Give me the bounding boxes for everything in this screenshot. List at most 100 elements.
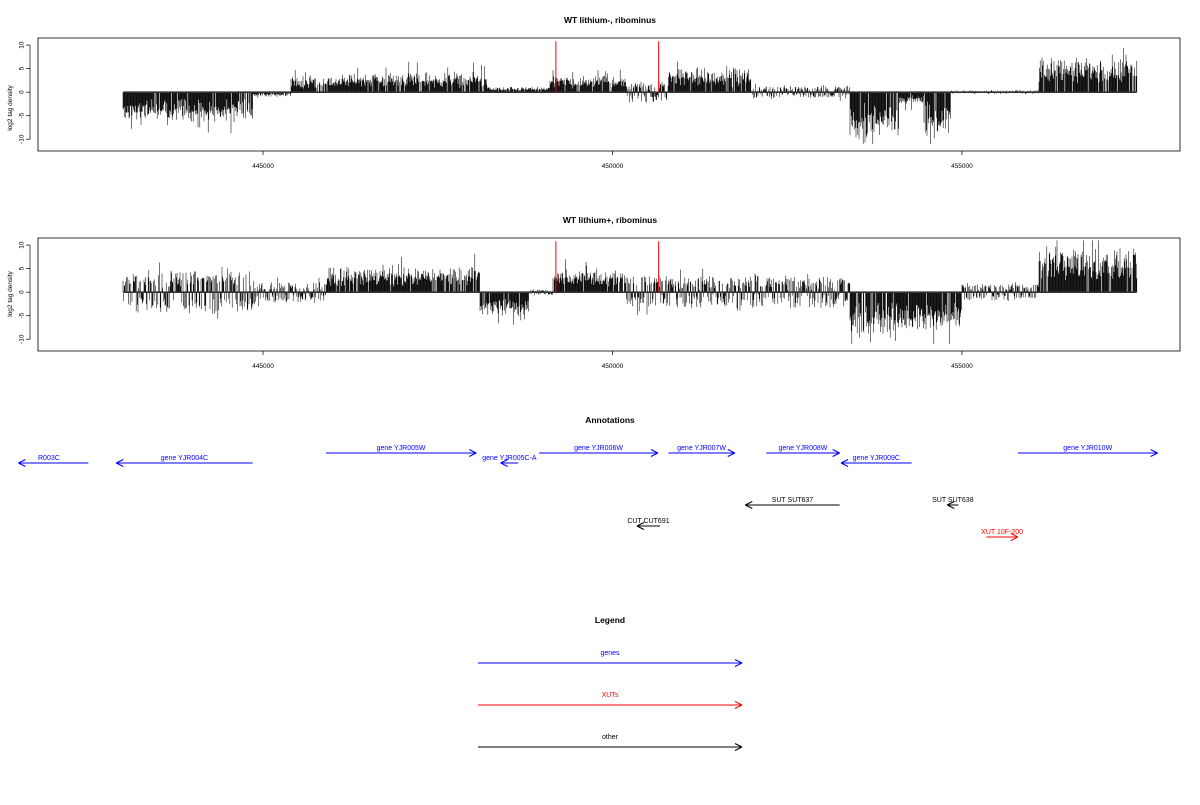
track-title: WT lithium-, ribominus: [564, 15, 656, 25]
x-tick-label: 450000: [602, 363, 624, 370]
feature-gene-yjr005w: gene YJR005W: [325, 445, 477, 457]
arrow-head: [18, 462, 26, 467]
x-tick-label: 455000: [951, 163, 973, 170]
arrow-head: [832, 452, 840, 457]
arrow-head: [1010, 533, 1019, 538]
y-tick-label: 0: [19, 90, 26, 94]
arrow-head: [734, 659, 743, 664]
arrow-head: [650, 452, 659, 457]
arrow-head: [116, 462, 124, 467]
y-tick-label: 5: [19, 266, 26, 270]
feature-label: gene YJR007W: [677, 445, 726, 452]
legend-item-genes: genes: [478, 650, 743, 667]
feature-label: gene YJR008W: [778, 445, 827, 452]
feature-label: gene YJR006W: [574, 445, 623, 452]
y-tick-label: 5: [19, 66, 26, 70]
legend-item-other: other: [478, 734, 743, 751]
arrow-head: [727, 452, 736, 457]
arrow-head: [650, 449, 659, 454]
feature-label: CUT CUT691: [627, 518, 669, 525]
arrow-head: [734, 746, 743, 751]
y-tick-label: -10: [19, 134, 26, 144]
feature-xut-10f-200: XUT 10F-200: [981, 529, 1023, 541]
arrow-head: [734, 701, 743, 706]
arrow-head: [500, 459, 508, 464]
arrow-head: [727, 449, 736, 454]
feature-gene-yjr008w: gene YJR008W: [766, 445, 840, 457]
arrow-head: [947, 504, 955, 509]
arrow-head: [832, 449, 840, 454]
arrow-head: [468, 449, 477, 454]
track-panel-lithium-plus: WT lithium+, ribominus log2 tag density …: [7, 215, 1181, 370]
arrow-head: [734, 662, 743, 667]
legend-title: Legend: [595, 615, 625, 625]
arrow-head: [745, 504, 753, 509]
coverage-bars: [122, 240, 1138, 344]
legend-label: XUTs: [602, 692, 619, 699]
feature-label: gene YJR005C-A: [482, 455, 537, 462]
feature-label: SUT SUT637: [772, 497, 814, 504]
track-panel-lithium-minus: WT lithium-, ribominus log2 tag density …: [7, 15, 1181, 170]
feature-gene-yjr010w: gene YJR010W: [1017, 445, 1158, 457]
feature-label: XUT 10F-200: [981, 529, 1023, 536]
feature-label: gene YJR005W: [377, 445, 426, 452]
legend-item-xuts: XUTs: [478, 692, 743, 709]
feature-gene-yjr005c-a: gene YJR005C-A: [482, 455, 537, 467]
feature-label: SUT SUT638: [932, 497, 974, 504]
legend: Legend genes XUTs other: [478, 615, 743, 751]
arrow-head: [500, 462, 508, 467]
feature-arrows: R003C gene YJR004C gene YJR005W gene YJR005…: [18, 445, 1158, 541]
feature-gene-yjr003c: R003C: [18, 455, 89, 467]
arrow-head: [734, 743, 743, 748]
y-axis-label: log2 tag density: [7, 84, 14, 130]
track-title: WT lithium+, ribominus: [563, 215, 657, 225]
x-tick-label: 445000: [252, 163, 274, 170]
arrow-head: [947, 501, 955, 506]
legend-label: genes: [600, 650, 620, 657]
axes: 10 5 0 -5 -10 445000 450000 455000: [19, 237, 1181, 370]
legend-label: other: [602, 734, 619, 741]
arrow-head: [116, 459, 124, 464]
annotations-title: Annotations: [585, 415, 635, 425]
arrow-head: [1010, 536, 1019, 541]
arrow-head: [840, 459, 849, 464]
arrow-head: [1150, 449, 1158, 454]
y-tick-label: -5: [19, 112, 26, 118]
arrow-head: [734, 704, 743, 709]
feature-gene-yjr007w: gene YJR007W: [668, 445, 736, 457]
y-tick-label: 0: [19, 290, 26, 294]
feature-label: gene YJR009C: [853, 455, 900, 462]
feature-cut-cut691: CUT CUT691: [627, 518, 670, 530]
arrow-head: [840, 462, 849, 467]
axes: 10 5 0 -5 -10 445000 450000 455000: [19, 37, 1181, 170]
y-tick-label: -5: [19, 312, 26, 318]
arrow-head: [636, 525, 645, 530]
legend-items: genes XUTs other: [478, 650, 743, 751]
feature-label: gene YJR004C: [161, 455, 208, 462]
annotation-track: Annotations R003C gene YJR004C gene YJR005…: [18, 415, 1158, 541]
feature-sut-sut637: SUT SUT637: [745, 497, 840, 509]
arrow-head: [745, 501, 753, 506]
feature-gene-yjr006w: gene YJR006W: [539, 445, 659, 457]
feature-gene-yjr009c: gene YJR009C: [840, 455, 912, 467]
arrow-head: [1150, 452, 1158, 457]
arrow-head: [636, 522, 645, 527]
feature-label: R003C: [38, 455, 60, 462]
plot-frame: [37, 37, 1181, 152]
y-tick-label: 10: [19, 41, 26, 49]
density-bars: [122, 240, 1138, 344]
y-tick-label: -10: [19, 334, 26, 344]
y-axis-label: log2 tag density: [7, 270, 14, 316]
x-tick-label: 455000: [951, 363, 973, 370]
x-tick-label: 445000: [252, 363, 274, 370]
density-bars: [122, 41, 1138, 144]
arrow-head: [18, 459, 26, 464]
feature-gene-yjr004c: gene YJR004C: [116, 455, 253, 467]
coverage-bars: [122, 48, 1138, 144]
arrow-head: [468, 452, 477, 457]
feature-label: gene YJR010W: [1063, 445, 1112, 452]
feature-sut-sut638: SUT SUT638: [932, 497, 974, 509]
x-tick-label: 450000: [602, 163, 624, 170]
